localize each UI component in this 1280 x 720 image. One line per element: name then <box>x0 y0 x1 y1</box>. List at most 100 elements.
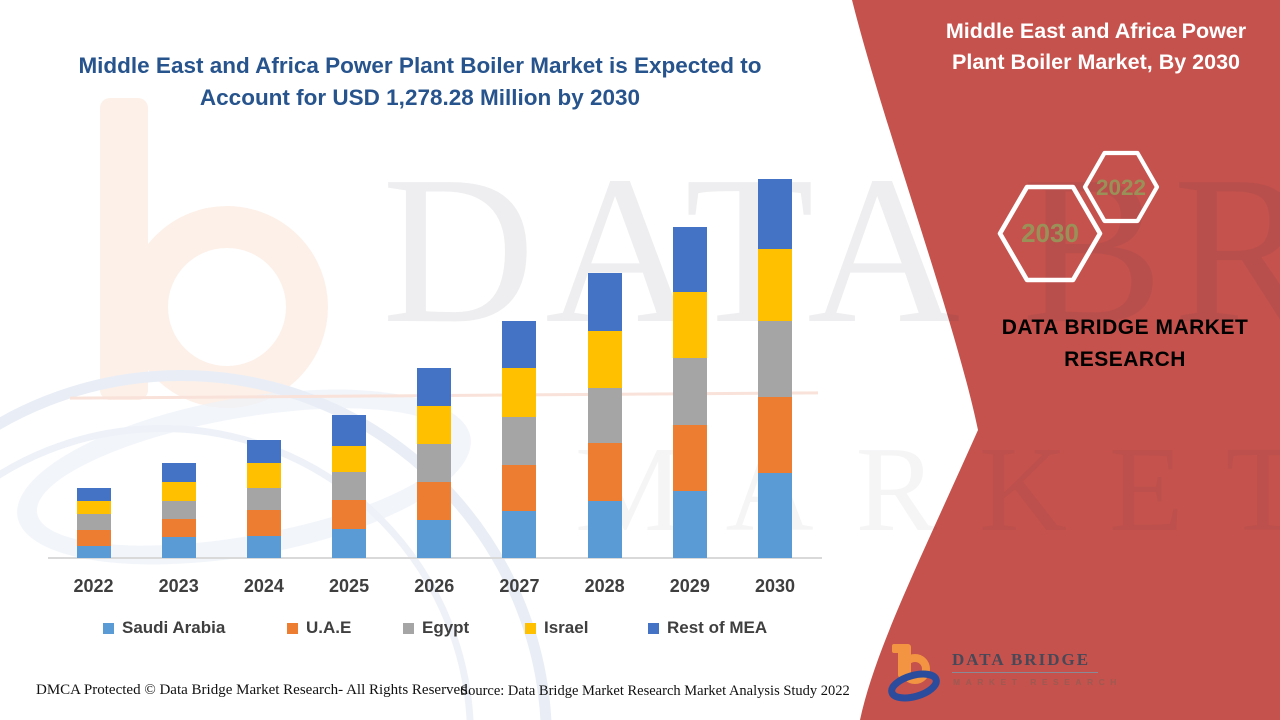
stacked-bar-2028 <box>587 273 622 558</box>
logo-subtitle: MARKET RESEARCH <box>953 677 1122 687</box>
bar-segment <box>758 472 792 558</box>
panel-title-line2: Plant Boiler Market, By 2030 <box>952 50 1240 74</box>
logo-swoosh <box>888 670 940 702</box>
bar-segment <box>161 519 196 538</box>
bar-segment <box>161 482 196 502</box>
panel-title-line1: Middle East and Africa Power <box>945 19 1247 43</box>
bar-segment <box>332 415 367 446</box>
hexagon-2030-icon <box>997 184 1103 283</box>
brand-wordmark-line1: DATA BRIDGE MARKET <box>1001 316 1249 339</box>
x-axis-label: 2027 <box>499 576 540 596</box>
bar-segment <box>76 529 111 546</box>
x-axis-label: 2029 <box>669 576 710 596</box>
bar-segment <box>672 424 707 492</box>
watermark-red-line <box>69 391 819 400</box>
bar-segment <box>587 273 622 331</box>
legend-item: Israel <box>525 618 588 638</box>
chart-headline: Middle East and Africa Power Plant Boile… <box>40 50 800 114</box>
bar-segment <box>246 509 281 536</box>
logo-title: DATA BRIDGE <box>952 650 1091 669</box>
bar-segment <box>758 321 792 398</box>
bar-segment <box>502 510 537 558</box>
watermark-swoosh-shape <box>3 359 485 595</box>
data-bridge-logo: DATA BRIDGE MARKET RESEARCH <box>888 640 1148 702</box>
x-axis-label: 2023 <box>158 576 199 596</box>
bar-segment <box>672 292 707 358</box>
panel-title: Middle East and Africa Power Plant Boile… <box>940 16 1252 78</box>
legend-item: Saudi Arabia <box>103 618 225 638</box>
stacked-bar-2024 <box>246 439 281 558</box>
stacked-bar-2030 <box>758 179 792 558</box>
legend-label: Egypt <box>422 618 470 637</box>
logo-b-stem <box>898 644 911 678</box>
bar-segment <box>502 464 537 511</box>
legend-item: Egypt <box>403 618 469 638</box>
footer-dmca-text: DMCA Protected © Data Bridge Market Rese… <box>36 682 472 698</box>
bar-segment <box>417 368 452 407</box>
bar-segment <box>76 545 111 558</box>
watermark-text-line2: MARKET RESEARCH <box>575 422 1280 557</box>
bar-segment <box>161 537 196 558</box>
legend-label: Saudi Arabia <box>122 618 226 637</box>
x-axis-label: 2022 <box>73 576 114 596</box>
logo-b-flag <box>892 644 906 653</box>
brand-wordmark-line2: RESEARCH <box>1064 348 1186 371</box>
bar-segment <box>332 500 367 529</box>
x-axis-label: 2030 <box>754 576 796 596</box>
watermark-text-line1: DATA BRIDGE <box>382 132 1280 367</box>
bar-segment <box>417 443 452 483</box>
bar-segment <box>417 520 452 558</box>
stacked-bar-2022 <box>76 488 111 558</box>
watermark-b-stem-shape <box>100 98 148 400</box>
bar-segment <box>417 406 452 444</box>
x-axis-label: 2028 <box>584 576 625 596</box>
hexagon-2030-label: 2030 <box>1021 218 1079 248</box>
brand-wordmark: DATA BRIDGE MARKET RESEARCH <box>965 312 1280 376</box>
legend-color-swatch <box>287 622 298 634</box>
stacked-bar-2025 <box>332 415 367 558</box>
x-axis-label: 2025 <box>329 576 370 596</box>
bar-segment <box>672 357 707 425</box>
bar-segment <box>758 179 792 250</box>
bar-segment <box>246 439 281 463</box>
data-bridge-logo-icon <box>888 644 940 702</box>
legend-label: Israel <box>544 618 589 637</box>
bar-segment <box>332 472 367 501</box>
bar-segment <box>246 535 281 558</box>
bar-segment <box>76 514 111 530</box>
red-panel-shape <box>852 0 1280 720</box>
watermark-arc-icon <box>0 425 474 720</box>
bar-segment <box>246 462 281 489</box>
stacked-bar-2026 <box>417 368 452 558</box>
legend-color-swatch <box>648 622 659 634</box>
bar-segment <box>161 501 196 520</box>
x-axis-label: 2026 <box>414 576 455 596</box>
hexagon-2022-icon <box>1082 150 1160 224</box>
watermark-arc-icon <box>0 370 552 720</box>
logo-b-bowl <box>900 654 930 684</box>
bar-segment <box>587 330 622 389</box>
legend-item: Rest of MEA <box>648 618 767 638</box>
bar-segment <box>417 482 452 521</box>
legend-color-swatch <box>525 622 536 634</box>
watermark-b-bowl-shape <box>126 206 328 408</box>
stacked-bar-2023 <box>161 463 196 558</box>
legend-color-swatch <box>103 622 114 634</box>
stacked-bar-2029 <box>672 226 707 558</box>
bar-segment <box>332 528 367 558</box>
legend-label: U.A.E <box>306 618 352 637</box>
x-axis-line <box>48 557 822 559</box>
bar-segment <box>502 320 537 369</box>
stacked-bar-2027 <box>502 320 537 558</box>
x-axis-label: 2024 <box>243 576 284 596</box>
bar-segment <box>758 397 792 473</box>
chart-headline-line2: Account for USD 1,278.28 Million by 2030 <box>199 85 641 110</box>
footer-source-text: Source: Data Bridge Market Research Mark… <box>460 683 850 699</box>
bar-segment <box>587 501 622 558</box>
bar-segment <box>161 463 196 483</box>
